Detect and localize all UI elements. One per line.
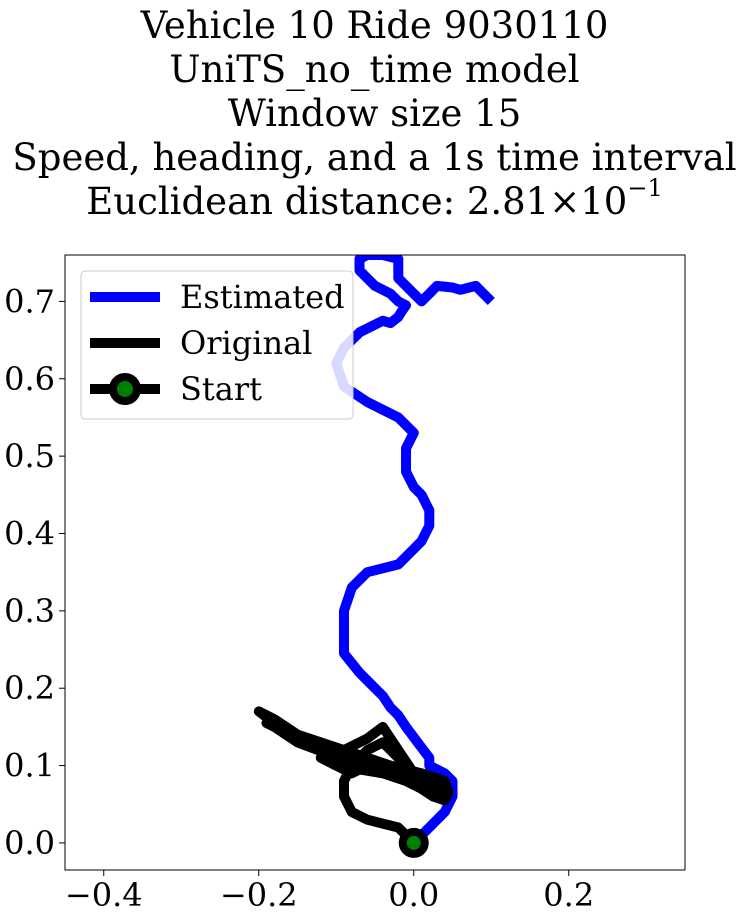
distance-exponent: −1 [627,174,663,202]
legend-estimated-label: Estimated [180,278,345,316]
x-tick-label: −0.4 [65,876,143,914]
x-tick-label: 0.2 [543,876,594,914]
y-tick-label: 0.5 [4,437,55,475]
distance-times: × [549,180,581,223]
distance-mantissa: 2.81 [466,180,550,223]
title-line-5: Euclidean distance: 2.81×10−1 [0,176,749,224]
y-tick-label: 0.2 [4,669,55,707]
legend-original-label: Original [180,324,312,362]
series-layer [253,255,495,858]
series-original-line [253,706,454,847]
legend-start-marker [109,373,141,405]
y-tick-label: 0.6 [4,360,55,398]
y-tick-label: 0.0 [4,824,55,862]
title-line-2: UniTS_no_time model [169,48,580,91]
legend-box [80,270,354,420]
x-tick-label: 0.0 [388,876,439,914]
legend: Estimated Original Start [80,270,354,420]
y-tick-label: 0.7 [4,282,55,320]
distance-prefix: Euclidean distance: [86,180,467,223]
series-estimated-line [331,255,495,847]
plot-frame [64,254,686,871]
series-clip-group [253,255,495,858]
y-tick-label: 0.1 [4,747,55,785]
ticks-layer: −0.4 −0.2 0.0 0.2 0.0 0.1 0.2 0.3 0.4 0.5 0.6 0.7 [4,282,594,914]
y-tick-label: 0.4 [4,514,55,552]
x-tick-label: −0.2 [220,876,298,914]
legend-start-label: Start [180,370,262,408]
chart-title: Vehicle 10 Ride 9030110 UniTS_no_time mo… [0,4,749,224]
start-point-marker [398,827,429,858]
title-line-3: Window size 15 [227,92,522,135]
distance-base: 10 [580,180,628,223]
y-tick-label: 0.3 [4,592,55,630]
title-line-4: Speed, heading, and a 1s time interval [12,136,737,179]
title-line-1: Vehicle 10 Ride 9030110 [140,4,609,47]
